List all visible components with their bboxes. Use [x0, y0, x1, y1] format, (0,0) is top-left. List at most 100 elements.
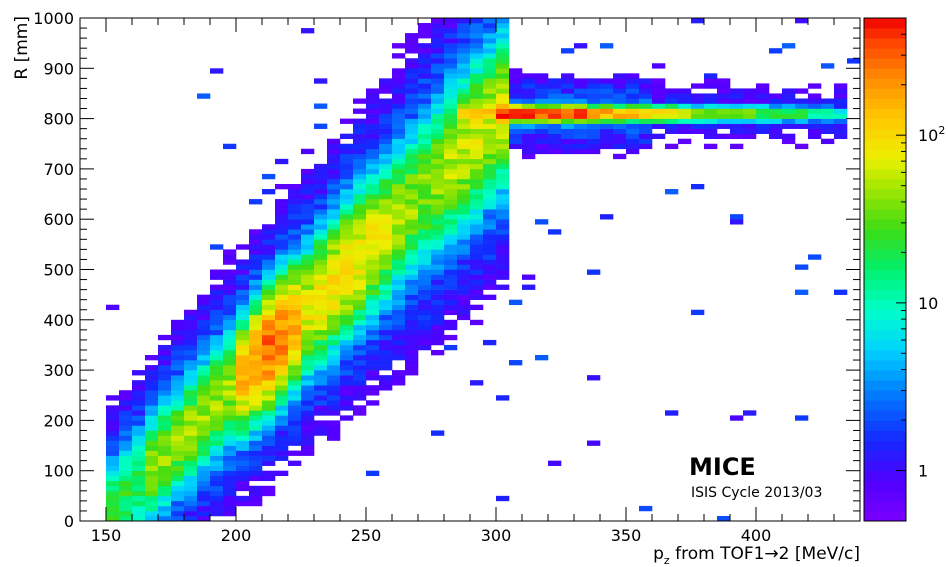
histogram-bin — [730, 93, 744, 99]
histogram-bin — [639, 103, 653, 109]
histogram-bin — [457, 158, 471, 165]
histogram-bin — [561, 48, 575, 54]
colorbar-segment — [864, 98, 906, 109]
histogram-bin — [145, 515, 159, 522]
histogram-bin — [444, 128, 458, 134]
histogram-bin — [392, 329, 406, 336]
histogram-bin — [327, 314, 341, 321]
histogram-bin — [288, 440, 302, 446]
histogram-bin — [457, 53, 471, 59]
histogram-bin — [366, 249, 380, 255]
histogram-bin — [366, 118, 380, 124]
histogram-bin — [314, 324, 328, 331]
histogram-bin — [301, 450, 315, 456]
colorbar-segment — [864, 38, 906, 49]
histogram-bin — [262, 415, 276, 421]
histogram-bin — [119, 430, 133, 436]
histogram-bin — [145, 385, 159, 391]
histogram-bin — [353, 355, 367, 361]
histogram-bin — [301, 395, 315, 401]
histogram-bin — [288, 319, 302, 326]
histogram-bin — [327, 239, 341, 245]
histogram-bin — [483, 18, 497, 24]
histogram-bin — [496, 254, 510, 260]
histogram-bin — [665, 410, 679, 416]
histogram-bin — [379, 294, 393, 300]
histogram-bin — [184, 339, 198, 346]
histogram-bin — [470, 304, 484, 311]
histogram-bin — [223, 360, 237, 366]
histogram-bin — [301, 199, 315, 205]
histogram-bin — [145, 480, 159, 487]
histogram-bin — [366, 163, 380, 170]
histogram-bin — [405, 214, 419, 220]
histogram-bin — [379, 133, 393, 140]
histogram-bin — [288, 405, 302, 411]
histogram-bin — [275, 370, 289, 376]
histogram-bin — [158, 420, 172, 426]
histogram-bin — [236, 375, 250, 381]
histogram-bin — [392, 78, 406, 84]
histogram-bin — [301, 425, 315, 431]
histogram-bin — [795, 264, 809, 270]
histogram-bin — [678, 98, 692, 104]
histogram-bin — [301, 324, 315, 331]
histogram-bin — [405, 123, 419, 129]
histogram-bin — [301, 264, 315, 270]
histogram-bin — [561, 108, 575, 114]
histogram-bin — [457, 183, 471, 190]
histogram-bin — [379, 324, 393, 331]
histogram-bin — [418, 309, 432, 316]
histogram-bin — [366, 239, 380, 245]
histogram-bin — [431, 83, 445, 89]
histogram-bin — [496, 128, 510, 134]
histogram-bin — [418, 199, 432, 205]
histogram-bin — [743, 410, 757, 416]
histogram-bin — [119, 435, 133, 441]
histogram-bin — [301, 430, 315, 436]
histogram-bin — [717, 108, 731, 114]
histogram-bin — [106, 455, 120, 461]
histogram-bin — [470, 138, 484, 145]
histogram-bin — [262, 405, 276, 411]
histogram-bin — [288, 360, 302, 366]
histogram-bin — [574, 133, 588, 140]
histogram-bin — [210, 355, 224, 361]
histogram-bin — [132, 450, 146, 456]
histogram-bin — [431, 229, 445, 235]
histogram-bin — [236, 465, 250, 471]
histogram-bin — [483, 103, 497, 109]
histogram-bin — [236, 500, 250, 507]
histogram-bin — [301, 173, 315, 180]
histogram-bin — [834, 103, 848, 109]
histogram-bin — [431, 53, 445, 59]
histogram-bin — [418, 189, 432, 195]
colorbar-segment — [864, 28, 906, 39]
histogram-bin — [470, 214, 484, 220]
colorbar-frame — [863, 17, 907, 522]
histogram-bin — [223, 430, 237, 436]
histogram-bin — [418, 168, 432, 175]
histogram-bin — [275, 365, 289, 371]
histogram-bin — [652, 133, 666, 140]
histogram-bin — [340, 204, 354, 210]
histogram-bin — [327, 163, 341, 170]
histogram-bin — [314, 194, 328, 200]
histogram-bin — [353, 254, 367, 260]
histogram-bin — [223, 289, 237, 295]
histogram-bin — [184, 500, 198, 507]
histogram-bin — [522, 78, 536, 84]
histogram-bin — [275, 259, 289, 265]
histogram-bin — [431, 239, 445, 245]
histogram-bin — [444, 43, 458, 49]
histogram-bin — [366, 219, 380, 225]
histogram-bin — [366, 138, 380, 145]
histogram-bin — [418, 269, 432, 275]
histogram-bin — [639, 83, 653, 89]
histogram-bin — [210, 269, 224, 275]
histogram-bin — [223, 440, 237, 446]
histogram-bin — [210, 380, 224, 386]
histogram-bin — [210, 485, 224, 492]
histogram-bin — [379, 375, 393, 381]
histogram-bin — [158, 440, 172, 446]
